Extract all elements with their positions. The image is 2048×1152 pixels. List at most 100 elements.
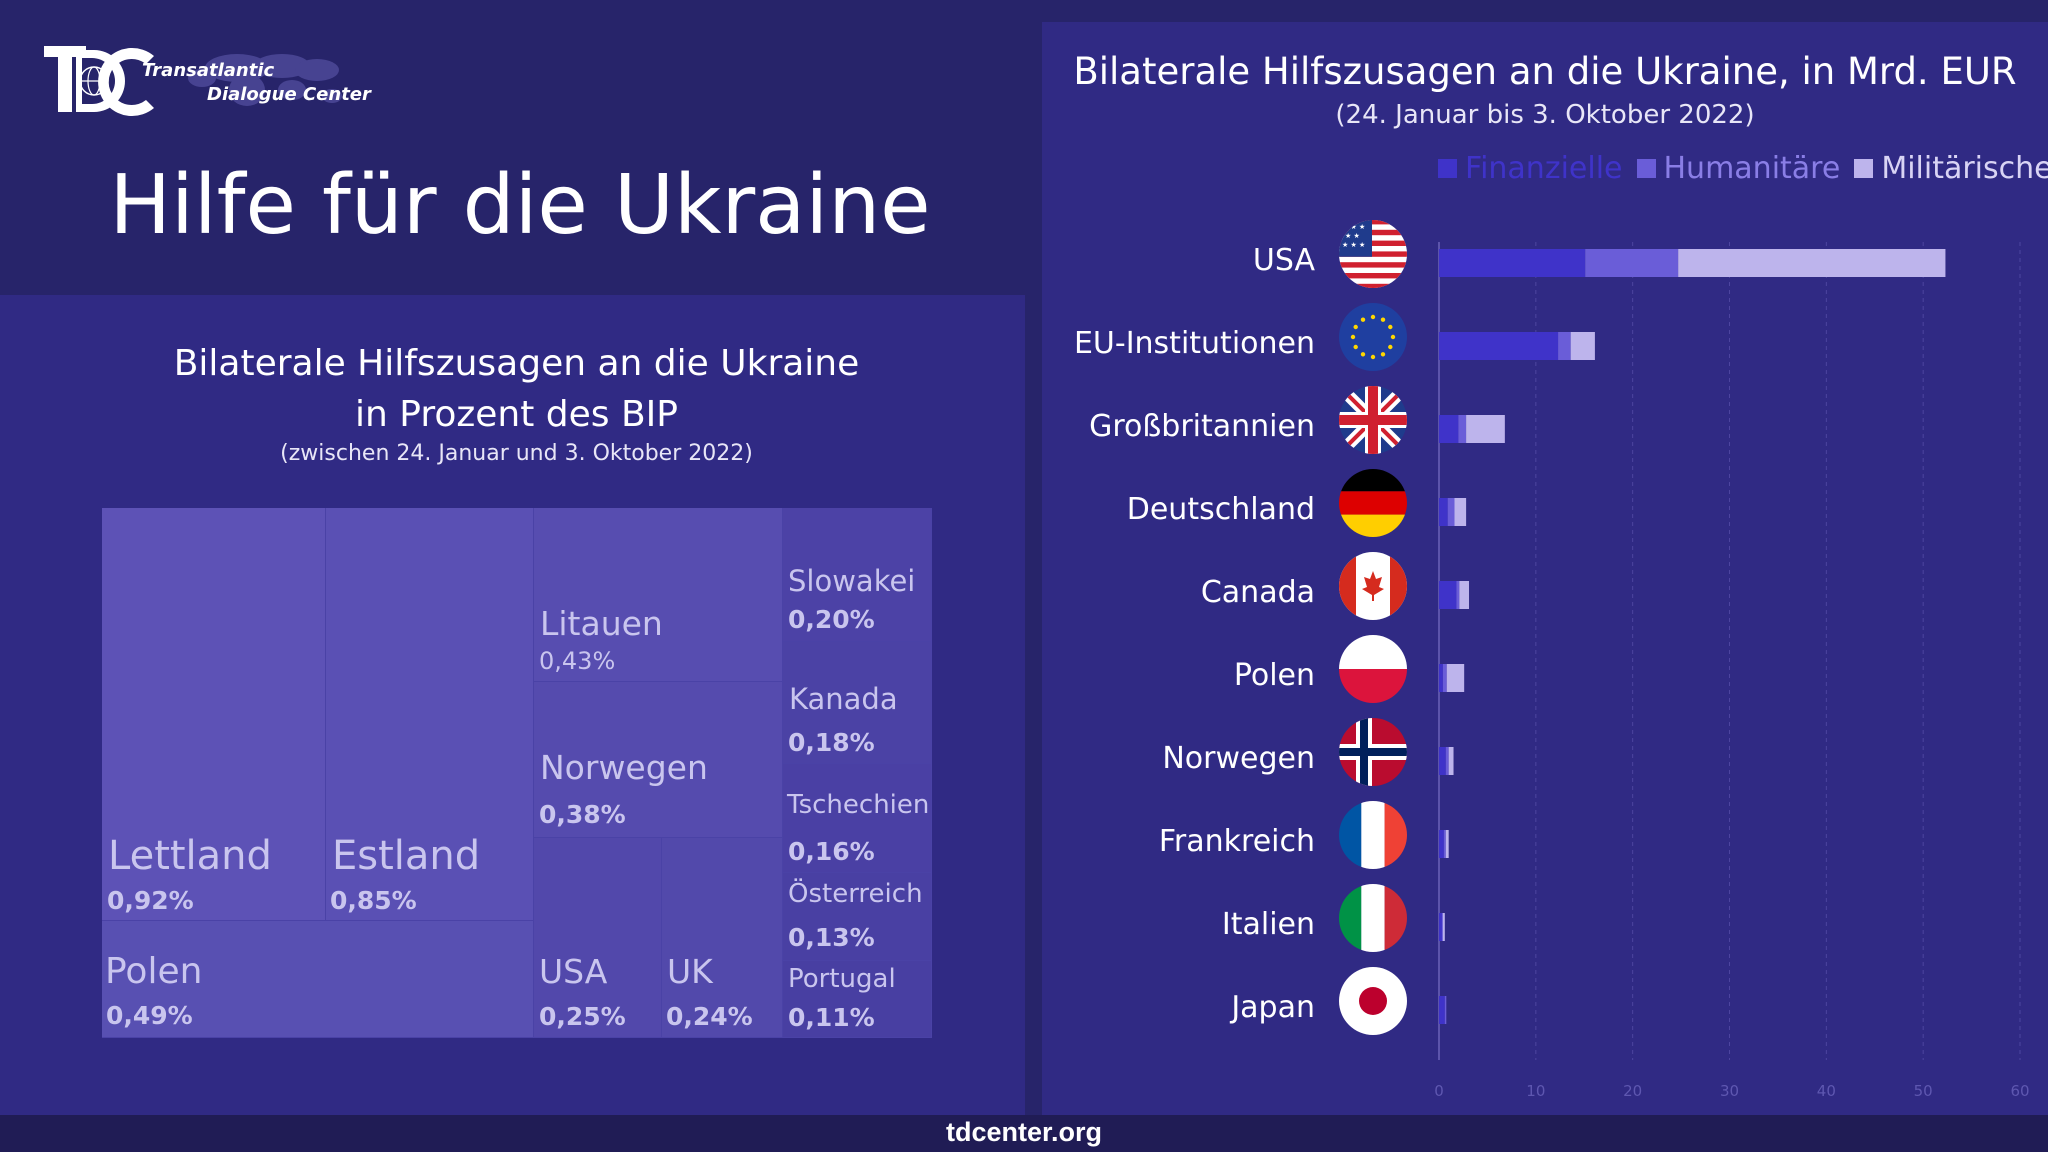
treemap-value: 0,24%: [666, 1002, 753, 1031]
treemap-subtitle: (zwischen 24. Januar und 3. Oktober 2022…: [280, 441, 753, 466]
bar-humanitaere-7[interactable]: [1443, 830, 1446, 858]
treemap-cell-lettland[interactable]: Lettland 0,92%: [102, 508, 326, 921]
treemap-label: USA: [539, 952, 608, 991]
bar-humanitaere-8[interactable]: [1441, 913, 1444, 941]
treemap-label: Estland: [332, 833, 481, 879]
fr-flag-icon: [1339, 801, 1407, 869]
category-label-uk: Großbritannien: [1089, 409, 1315, 444]
bar-militaerische-5[interactable]: [1446, 664, 1465, 692]
category-label-ca: Canada: [1200, 575, 1315, 610]
category-label-fr: Frankreich: [1158, 824, 1315, 859]
bar-humanitaere-2[interactable]: [1458, 415, 1467, 443]
bar-humanitaere-3[interactable]: [1447, 498, 1455, 526]
x-tick-label: 10: [1526, 1082, 1545, 1100]
treemap-cell-usa[interactable]: USA 0,25%: [534, 838, 662, 1038]
footer-link[interactable]: tdcenter.org: [945, 1117, 1103, 1147]
treemap-label: Tschechien: [787, 790, 930, 820]
bar-humanitaere-6[interactable]: [1445, 747, 1449, 775]
category-label-usa: USA: [1252, 243, 1315, 278]
treemap-cell-polen[interactable]: Polen 0,49%: [102, 921, 534, 1038]
treemap-label: Norwegen: [540, 748, 708, 787]
bar-militaerische-2[interactable]: [1466, 415, 1505, 443]
header-area: [0, 0, 1040, 295]
bar-finanzielle-5[interactable]: [1439, 664, 1443, 692]
treemap-label: Portugal: [788, 964, 896, 994]
category-label-it: Italien: [1221, 907, 1315, 942]
bar-humanitaere-9[interactable]: [1444, 996, 1447, 1024]
svg-text:★ ★ ★: ★ ★ ★: [1342, 241, 1365, 249]
logo-line1: Transatlantic: [142, 60, 275, 81]
treemap-value: 0,43%: [539, 647, 616, 675]
bar-humanitaere-5[interactable]: [1442, 664, 1447, 692]
treemap-value: 0,38%: [539, 800, 626, 829]
bar-finanzielle-0[interactable]: [1439, 249, 1586, 277]
bar-humanitaere-1[interactable]: [1558, 332, 1571, 360]
bar-militaerische-6[interactable]: [1448, 747, 1454, 775]
treemap-label: Polen: [105, 951, 203, 992]
treemap-cell-estland[interactable]: Estland 0,85%: [326, 508, 534, 921]
bar-finanzielle-7[interactable]: [1439, 830, 1444, 858]
treemap-cell-norwegen[interactable]: Norwegen 0,38%: [534, 682, 783, 838]
bar-finanzielle-8[interactable]: [1439, 913, 1442, 941]
legend-swatch-finanzielle: [1438, 158, 1457, 178]
x-tick-label: 30: [1720, 1082, 1739, 1100]
bar-humanitaere-4[interactable]: [1456, 581, 1460, 609]
treemap-cell-uk[interactable]: UK 0,24%: [662, 838, 783, 1038]
tdc-logo[interactable]: Transatlantic Dialogue Center: [42, 38, 372, 128]
treemap-cell-portugal[interactable]: Portugal 0,11%: [783, 961, 932, 1038]
bar-finanzielle-3[interactable]: [1439, 498, 1448, 526]
x-tick-label: 40: [1817, 1082, 1836, 1100]
bar-finanzielle-6[interactable]: [1439, 747, 1446, 775]
bar-finanzielle-2[interactable]: [1439, 415, 1459, 443]
chart-legend: Finanzielle Humanitäre Militärische: [1438, 150, 2048, 186]
us-flag-icon: ★ ★ ★★ ★★ ★ ★: [1339, 220, 1407, 288]
stacked-bar-chart: 0 10 20 30 40 50 60: [1434, 242, 2030, 1100]
bar-militaerische-1[interactable]: [1570, 332, 1595, 360]
category-label-no: Norwegen: [1162, 741, 1315, 776]
treemap-value: 0,49%: [106, 1001, 193, 1030]
de-flag-icon: [1339, 469, 1407, 537]
category-label-de: Deutschland: [1126, 492, 1315, 527]
treemap-cell-oesterreich[interactable]: Österreich 0,13%: [783, 873, 932, 961]
page-title: Hilfe für die Ukraine: [109, 158, 931, 253]
bar-chart-panel: [1042, 22, 2048, 1115]
treemap-cell-tschechien[interactable]: Tschechien 0,16%: [783, 764, 932, 873]
treemap-value: 0,16%: [788, 837, 875, 866]
bar-finanzielle-9[interactable]: [1439, 996, 1445, 1024]
bar-militaerische-7[interactable]: [1445, 830, 1449, 858]
x-tick-label: 60: [2010, 1082, 2029, 1100]
legend-item-finanzielle[interactable]: Finanzielle: [1438, 151, 1623, 186]
pl-flag-icon: [1339, 635, 1407, 703]
treemap-label: Lettland: [108, 833, 272, 879]
bar-militaerische-0[interactable]: [1678, 249, 1946, 277]
bar-militaerische-3[interactable]: [1454, 498, 1467, 526]
bar-finanzielle-1[interactable]: [1439, 332, 1559, 360]
treemap-cell-kanada[interactable]: Kanada 0,18%: [783, 642, 932, 764]
bar-humanitaere-0[interactable]: [1585, 249, 1679, 277]
treemap-cell-slowakei[interactable]: Slowakei 0,20%: [783, 508, 932, 642]
treemap-label: UK: [667, 952, 713, 991]
it-flag-icon: [1339, 884, 1407, 952]
treemap-title: Bilaterale Hilfszusagen an die Ukraine i…: [0, 338, 1033, 440]
logo-line2: Dialogue Center: [207, 84, 371, 105]
category-label-eu: EU-Institutionen: [1073, 326, 1315, 361]
treemap-cell-litauen[interactable]: Litauen 0,43%: [534, 508, 783, 682]
category-label-pl: Polen: [1233, 658, 1315, 693]
uk-flag-icon: [1339, 386, 1407, 454]
no-flag-icon: [1339, 718, 1407, 786]
legend-item-militaerische[interactable]: Militärische: [1854, 151, 2048, 186]
legend-swatch-militaerische: [1854, 158, 1874, 178]
treemap-label: Österreich: [788, 879, 923, 909]
treemap-title-line1: Bilaterale Hilfszusagen an die Ukraine: [173, 343, 860, 384]
treemap-value: 0,18%: [788, 728, 875, 757]
bar-chart-subtitle: (24. Januar bis 3. Oktober 2022): [1335, 100, 1755, 130]
category-label-jp: Japan: [1231, 990, 1315, 1025]
bar-militaerische-8[interactable]: [1442, 913, 1445, 941]
x-tick-label: 20: [1623, 1082, 1642, 1100]
bar-militaerische-4[interactable]: [1459, 581, 1470, 609]
legend-label-militaerische: Militärische: [1881, 150, 2048, 186]
bar-finanzielle-4[interactable]: [1439, 581, 1457, 609]
svg-text:★ ★: ★ ★: [1345, 232, 1360, 240]
legend-item-humanitaere[interactable]: Humanitäre: [1636, 151, 1840, 186]
treemap: Lettland 0,92% Estland 0,85% Polen 0,49%…: [102, 508, 932, 1038]
